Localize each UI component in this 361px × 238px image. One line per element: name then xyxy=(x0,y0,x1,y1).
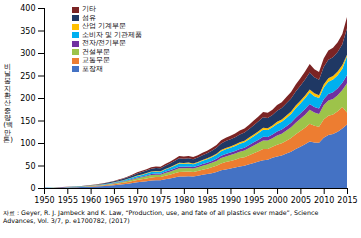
svg-text:1970: 1970 xyxy=(128,196,148,205)
svg-text:400: 400 xyxy=(20,4,35,13)
svg-text:1965: 1965 xyxy=(104,196,124,205)
svg-text:1960: 1960 xyxy=(81,196,101,205)
svg-text:1985: 1985 xyxy=(197,196,217,205)
svg-text:2015: 2015 xyxy=(337,196,357,205)
svg-text:1980: 1980 xyxy=(174,196,194,205)
svg-text:1950: 1950 xyxy=(34,196,54,205)
svg-text:150: 150 xyxy=(20,117,35,126)
html-text:건설부문: 건설부문 xyxy=(82,47,110,56)
html-text:비 닐 봉 지 환 산 중 량 (백 만 톤): 비 닐 봉 지 환 산 중 량 (백 만 톤) xyxy=(3,62,13,144)
svg-text:300: 300 xyxy=(20,49,35,58)
svg-text:2000: 2000 xyxy=(267,196,287,205)
svg-text:0: 0 xyxy=(30,184,35,193)
svg-text:200: 200 xyxy=(20,94,35,103)
html-text:섬유: 섬유 xyxy=(82,13,96,22)
html-text:산업 기계부문: 산업 기계부문 xyxy=(82,22,127,30)
html-text:자료 : Geyer, R. J. Jambeck and: 자료 : Geyer, R. J. Jambeck and K. Law, “P… xyxy=(3,209,319,224)
html-text:전자/전기부문: 전자/전기부문 xyxy=(82,39,127,47)
svg-text:1995: 1995 xyxy=(244,196,264,205)
svg-text:1990: 1990 xyxy=(221,196,241,205)
svg-text:350: 350 xyxy=(20,27,35,36)
html-text:소비자 및 기관제품: 소비자 및 기관제품 xyxy=(82,30,143,39)
html-text:기타: 기타 xyxy=(82,5,96,13)
svg-text:2005: 2005 xyxy=(291,196,311,205)
svg-text:1955: 1955 xyxy=(58,196,78,205)
svg-text:1975: 1975 xyxy=(151,196,171,205)
svg-text:250: 250 xyxy=(20,72,35,81)
svg-text:100: 100 xyxy=(20,139,35,148)
svg-text:2010: 2010 xyxy=(314,196,334,205)
html-text:교통무문: 교통무문 xyxy=(82,56,110,64)
svg-text:50: 50 xyxy=(25,162,35,171)
html-text:포장재: 포장재 xyxy=(82,64,103,73)
